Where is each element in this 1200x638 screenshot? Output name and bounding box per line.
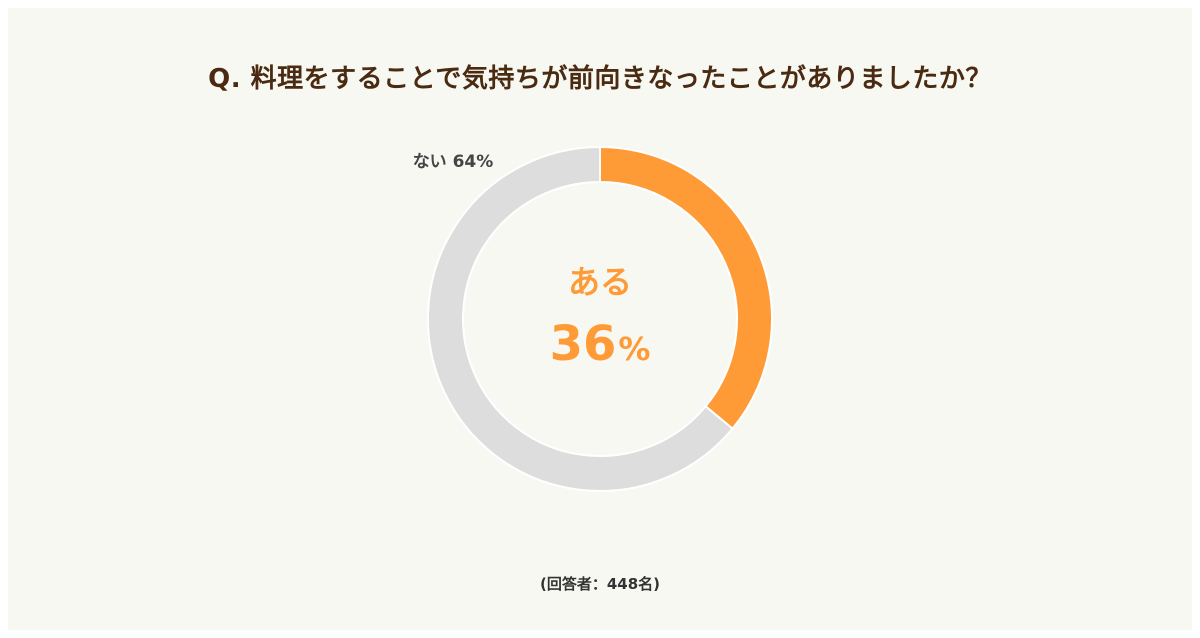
donut-chart: ない 64% ある 36% — [413, 145, 773, 492]
respondents-note: (回答者：448名) — [539, 575, 661, 593]
slice-label-nai: ない 64% — [413, 152, 494, 172]
chart-title: Q. 料理をすることで気持ちが前向きなったことがありましたか？ — [208, 64, 992, 94]
donut-slices — [427, 145, 773, 492]
center-unit: % — [618, 330, 650, 368]
center-label: ある — [568, 263, 632, 301]
donut-slice-1 — [427, 145, 734, 492]
center-value: 36 — [550, 316, 617, 372]
center-value-group: 36% — [550, 316, 651, 372]
chart-card: Q. 料理をすることで気持ちが前向きなったことがありましたか？ ない 64% あ… — [8, 8, 1192, 630]
